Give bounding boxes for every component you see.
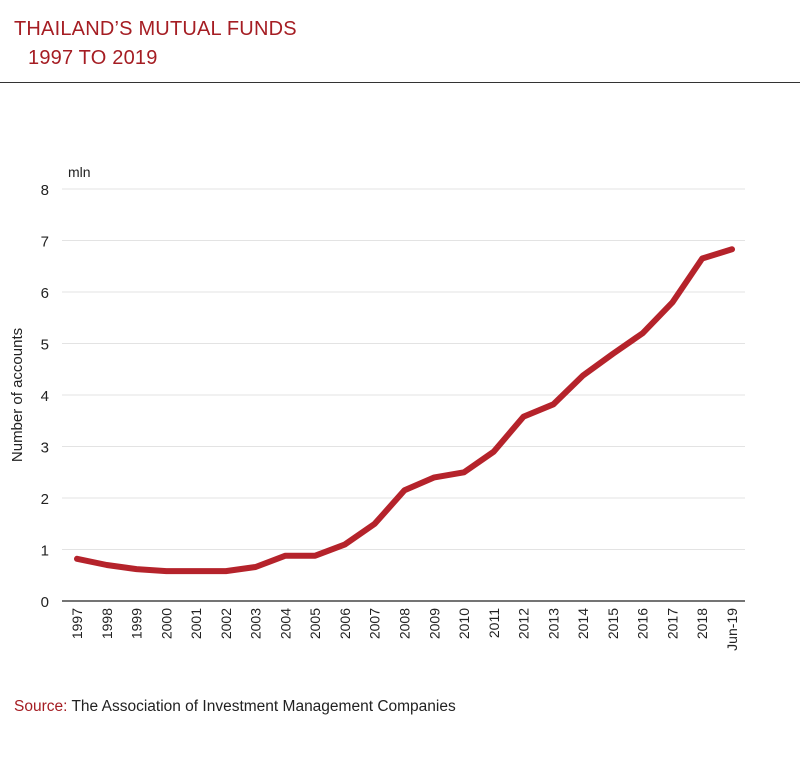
x-tick-label: 2007 <box>367 608 383 639</box>
x-tick-label: 2010 <box>456 608 472 639</box>
x-tick-label: 2009 <box>426 608 442 639</box>
x-tick-label: 2002 <box>218 608 234 639</box>
x-tick-label: 1997 <box>69 608 85 639</box>
series-line <box>74 246 735 575</box>
y-unit-label: mln <box>68 164 91 180</box>
x-tick-label: 1998 <box>99 608 115 639</box>
x-tick-label: 2015 <box>605 608 621 639</box>
y-tick-label: 2 <box>41 491 49 508</box>
line-chart: 0 1 2 3 4 5 6 7 8 mln Number of accounts 1997 1998 19… <box>9 164 745 651</box>
header-divider <box>0 82 800 83</box>
x-tick-label: Jun-19 <box>724 608 740 651</box>
x-tick-label: 2012 <box>516 608 532 639</box>
x-tick-label: 2004 <box>277 608 293 639</box>
x-tick-label: 2000 <box>158 608 174 639</box>
x-tick-label: 2003 <box>248 608 264 639</box>
chart-subtitle: 1997 TO 2019 <box>28 47 158 69</box>
x-tick-label: 2013 <box>545 608 561 639</box>
y-tick-label: 1 <box>41 543 49 560</box>
y-tick-label: 7 <box>41 234 49 251</box>
x-tick-label: 2011 <box>486 608 502 638</box>
x-tick-label: 2017 <box>664 608 680 639</box>
y-axis-title: Number of accounts <box>9 328 26 462</box>
chart-header: THAILAND’S MUTUAL FUNDS 1997 TO 2019 <box>0 0 800 82</box>
x-tick-label: 1999 <box>129 608 145 639</box>
x-tick-label: 2016 <box>635 608 651 639</box>
x-tick-label: 2005 <box>307 608 323 639</box>
source-text: The Association of Investment Management… <box>71 698 456 715</box>
source-label: Source: <box>14 698 68 715</box>
y-tick-label: 0 <box>41 594 49 611</box>
source-note: Source: The Association of Investment Ma… <box>14 698 456 716</box>
y-tick-label: 3 <box>41 440 49 457</box>
y-tick-label: 8 <box>41 182 49 199</box>
x-tick-label: 2006 <box>337 608 353 639</box>
x-tick-label: 2001 <box>188 608 204 639</box>
chart-title: THAILAND’S MUTUAL FUNDS <box>14 18 297 40</box>
y-tick-label: 4 <box>41 388 49 405</box>
y-tick-label: 5 <box>41 337 49 354</box>
x-tick-label: 2008 <box>397 608 413 639</box>
x-tick-label: 2014 <box>575 608 591 639</box>
y-tick-label: 6 <box>41 285 49 302</box>
x-tick-label: 2018 <box>694 608 710 639</box>
